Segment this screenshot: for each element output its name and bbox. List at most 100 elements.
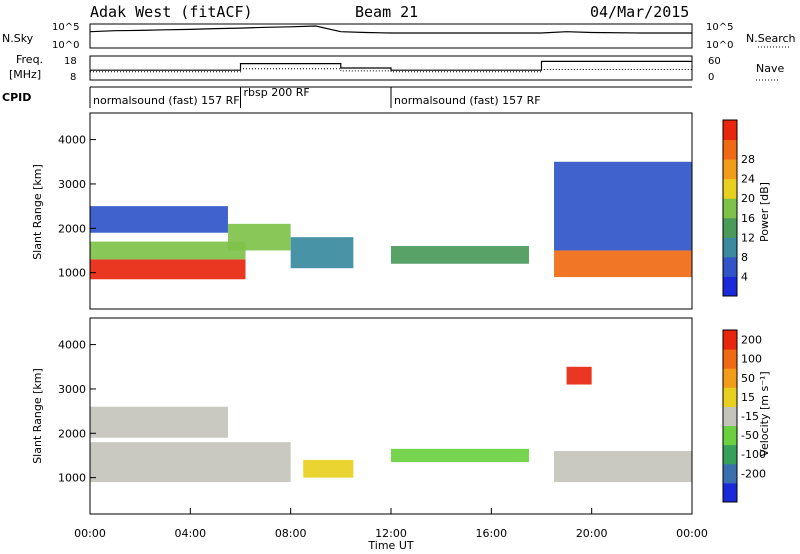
- power-yticks-label-1: 2000: [58, 222, 86, 235]
- x-tick-label-0: 00:00: [74, 527, 106, 540]
- velocity-frame: [722, 329, 738, 503]
- nsky-strip-frame: [89, 23, 693, 49]
- power-regions-region-2: [90, 206, 228, 233]
- nave-tick-high: 60: [708, 56, 721, 67]
- power-yticks-label-0: 1000: [58, 267, 86, 280]
- velocity-tick-2: 50: [741, 372, 755, 385]
- velocity-ylabel: Slant Range [km]: [31, 368, 44, 464]
- power-swatch-4: [723, 198, 737, 219]
- velocity-tick-3: 15: [741, 391, 755, 404]
- power-regions: [90, 161, 692, 280]
- x-tick-label-6: 00:00: [676, 527, 708, 540]
- velocity-swatch-7: [723, 349, 737, 369]
- velocity-colorbar-label: Velocity [m s⁻¹]: [758, 371, 771, 456]
- power-swatch-6: [723, 159, 737, 180]
- power-tick-6: 28: [741, 153, 755, 166]
- station-title: Adak West (fitACF): [90, 3, 253, 21]
- power-yticks-label-3: 4000: [58, 134, 86, 147]
- x-axis-label: Time UT: [367, 539, 413, 552]
- power-regions-region-1: [90, 241, 246, 260]
- velocity-tick-4: -15: [741, 410, 759, 423]
- power-yticks: 1000 2000 3000 4000: [58, 134, 96, 280]
- freq-line-0: [90, 60, 692, 71]
- power-colorbar: 4 8 12 16 20 24 28: [722, 119, 755, 297]
- velocity-tick-7: -200: [741, 467, 766, 480]
- beam-label: Beam 21: [355, 3, 418, 21]
- power-swatch-8: [723, 120, 737, 141]
- freq-tick-high: 18: [64, 56, 77, 67]
- date-label: 04/Mar/2015: [590, 3, 689, 21]
- power-colorbar-label: Power [dB]: [758, 182, 771, 242]
- freq-label-line2: [MHz]: [9, 68, 41, 81]
- x-ticks: 00:00 04:00 08:00 12:00 16:00 20:00 00:00: [74, 508, 708, 540]
- velocity-tick-6: -100: [741, 448, 766, 461]
- cpid-segment-label-2: normalsound (fast) 157 RF: [394, 94, 541, 107]
- power-tick-1: 8: [741, 251, 748, 264]
- power-tick-4: 20: [741, 192, 755, 205]
- power-swatch-3: [723, 217, 737, 238]
- velocity-regions-region-1: [90, 406, 228, 438]
- velocity-regions-region-3: [391, 448, 529, 463]
- nsky-line-0: [89, 25, 692, 34]
- velocity-swatch-4: [723, 406, 737, 427]
- nsearch-tick-high: 10^5: [706, 22, 733, 33]
- power-swatch-2: [723, 237, 737, 258]
- velocity-yticks-label-2: 3000: [58, 383, 86, 396]
- power-tick-0: 4: [741, 270, 748, 283]
- power-regions-region-6: [554, 250, 692, 278]
- velocity-swatch-8: [723, 330, 737, 350]
- velocity-tick-0: 200: [741, 334, 762, 347]
- nsearch-tick-low: 10^0: [706, 40, 733, 51]
- cpid-segment-label-0: normalsound (fast) 157 RF: [93, 94, 240, 107]
- velocity-yticks-label-0: 1000: [58, 472, 86, 485]
- power-yticks-label-2: 3000: [58, 178, 86, 191]
- freq-tick-low: 8: [70, 72, 76, 83]
- velocity-yticks-label-1: 2000: [58, 427, 86, 440]
- power-swatch-1: [723, 256, 737, 277]
- velocity-panel: 1000 2000 3000 4000 Slant Range [km]: [31, 317, 693, 515]
- velocity-swatch-3: [723, 425, 737, 446]
- power-regions-region-4: [290, 237, 354, 269]
- cpid-label: CPID: [2, 91, 31, 104]
- power-swatch-0: [723, 276, 737, 297]
- power-regions-region-0: [90, 259, 246, 280]
- power-tick-5: 24: [741, 173, 755, 186]
- x-tick-label-3: 12:00: [375, 527, 407, 540]
- velocity-swatch-6: [723, 368, 737, 388]
- velocity-swatch-5: [723, 387, 737, 407]
- velocity-regions-region-5: [566, 366, 592, 385]
- velocity-tick-1: 100: [741, 353, 762, 366]
- nsky-tick-low: 10^0: [52, 40, 79, 51]
- nsky-label: N.Sky: [2, 32, 34, 45]
- power-frame: [722, 119, 738, 297]
- velocity-swatch-1: [723, 463, 737, 484]
- x-tick-label-2: 08:00: [275, 527, 307, 540]
- power-panel: 1000 2000 3000 4000 Slant Range [km]: [31, 112, 693, 310]
- nave-label: Nave: [756, 62, 784, 75]
- power-tick-2: 12: [741, 231, 755, 244]
- power-regions-region-3: [227, 223, 291, 251]
- power-swatch-5: [723, 178, 737, 199]
- x-tick-label-1: 04:00: [174, 527, 206, 540]
- power-panel-frame: [89, 112, 693, 310]
- velocity-regions-region-0: [90, 442, 291, 483]
- velocity-tick-5: -50: [741, 429, 759, 442]
- power-regions-region-5: [391, 246, 529, 264]
- velocity-regions: [90, 366, 692, 483]
- velocity-swatch-2: [723, 444, 737, 465]
- freq-label-line1: Freq.: [16, 53, 43, 66]
- power-tick-3: 16: [741, 212, 755, 225]
- velocity-regions-region-2: [303, 459, 354, 478]
- x-tick-label-4: 16:00: [475, 527, 507, 540]
- power-swatch-7: [723, 139, 737, 160]
- power-regions-region-7: [554, 161, 692, 251]
- freq-series: [90, 60, 692, 73]
- nsky-series: [89, 25, 692, 34]
- velocity-swatch-0: [723, 482, 737, 503]
- nsky-tick-high: 10^5: [52, 22, 79, 33]
- x-tick-label-5: 20:00: [576, 527, 608, 540]
- power-ylabel: Slant Range [km]: [31, 164, 44, 260]
- freq-strip-frame: [89, 55, 693, 81]
- cpid-segment-label-1: rbsp 200 RF: [244, 86, 310, 99]
